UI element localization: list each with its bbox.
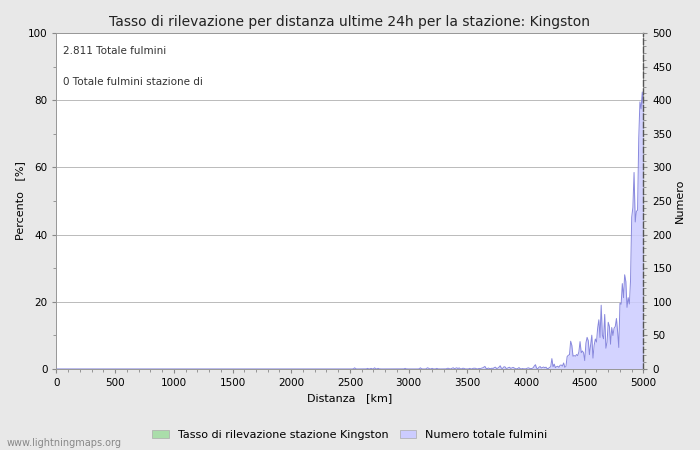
- Text: 0 Totale fulmini stazione di: 0 Totale fulmini stazione di: [64, 76, 203, 86]
- Y-axis label: Percento   [%]: Percento [%]: [15, 162, 25, 240]
- Title: Tasso di rilevazione per distanza ultime 24h per la stazione: Kingston: Tasso di rilevazione per distanza ultime…: [109, 15, 590, 29]
- X-axis label: Distanza   [km]: Distanza [km]: [307, 393, 393, 404]
- Legend: Tasso di rilevazione stazione Kingston, Numero totale fulmini: Tasso di rilevazione stazione Kingston, …: [148, 425, 552, 445]
- Y-axis label: Numero: Numero: [675, 179, 685, 223]
- Text: 2.811 Totale fulmini: 2.811 Totale fulmini: [64, 46, 167, 56]
- Text: www.lightningmaps.org: www.lightningmaps.org: [7, 438, 122, 448]
